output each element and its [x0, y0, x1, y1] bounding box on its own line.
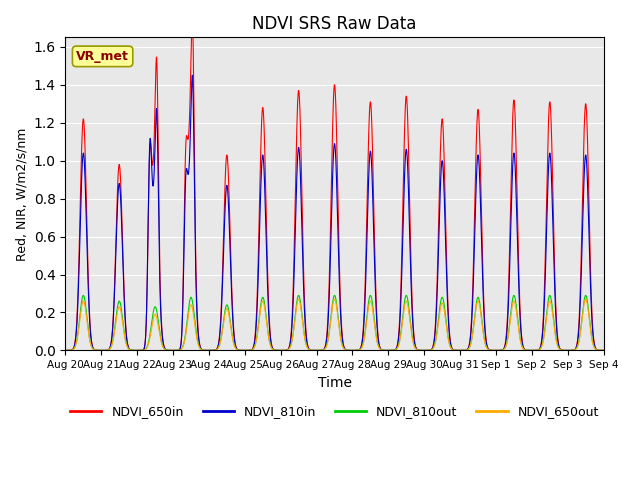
NDVI_650out [599, 348, 607, 353]
Line: NDVI_810in: NDVI_810in [65, 75, 604, 350]
X-axis label: Time: Time [317, 376, 351, 390]
Line: NDVI_810out: NDVI_810out [65, 295, 604, 350]
NDVI_810out [79, 292, 87, 298]
NDVI_650in [600, 348, 607, 353]
NDVI_650in [158, 329, 166, 335]
Line: NDVI_650in: NDVI_650in [65, 19, 604, 350]
NDVI_810in [426, 348, 433, 353]
NDVI_810in [455, 348, 463, 353]
NDVI_650out [61, 348, 69, 353]
NDVI_810in [600, 348, 607, 353]
Legend: NDVI_650in, NDVI_810in, NDVI_810out, NDVI_650out: NDVI_650in, NDVI_810in, NDVI_810out, NDV… [65, 400, 604, 423]
Line: NDVI_650out: NDVI_650out [65, 299, 604, 350]
NDVI_810in [486, 347, 493, 353]
NDVI_810in [188, 72, 196, 78]
NDVI_650in [314, 348, 322, 353]
NDVI_650out [158, 342, 166, 348]
NDVI_810out [158, 341, 166, 347]
NDVI_650in [486, 347, 493, 353]
NDVI_650out [582, 296, 589, 302]
NDVI_810in [158, 332, 166, 338]
Title: NDVI SRS Raw Data: NDVI SRS Raw Data [252, 15, 417, 33]
NDVI_650in [188, 16, 196, 22]
NDVI_810out [600, 348, 607, 353]
NDVI_810in [314, 348, 322, 353]
NDVI_810out [314, 348, 322, 353]
NDVI_810in [599, 348, 607, 353]
Y-axis label: Red, NIR, W/m2/s/nm: Red, NIR, W/m2/s/nm [15, 127, 28, 261]
NDVI_650in [426, 348, 433, 353]
NDVI_810in [61, 348, 69, 353]
NDVI_650out [486, 347, 493, 353]
NDVI_650out [314, 348, 322, 353]
NDVI_650out [426, 348, 433, 353]
NDVI_810out [426, 348, 433, 353]
NDVI_650out [455, 348, 463, 353]
NDVI_810out [455, 348, 463, 353]
NDVI_650in [455, 348, 463, 353]
NDVI_650in [61, 348, 69, 353]
NDVI_810out [61, 348, 69, 353]
NDVI_810out [599, 348, 607, 353]
NDVI_650out [600, 348, 607, 353]
NDVI_810out [486, 347, 493, 353]
Text: VR_met: VR_met [76, 50, 129, 63]
NDVI_650in [599, 348, 607, 353]
